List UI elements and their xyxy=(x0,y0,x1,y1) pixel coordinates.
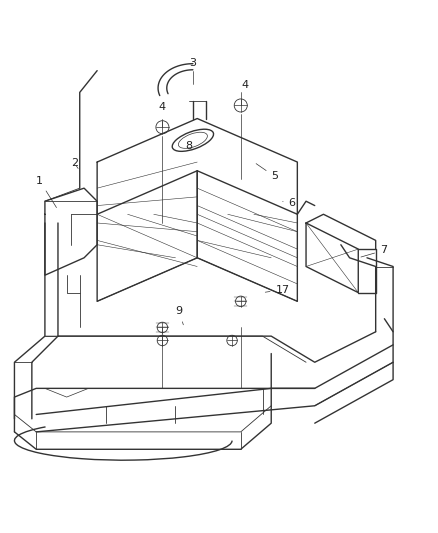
Text: 17: 17 xyxy=(265,285,290,295)
Text: 4: 4 xyxy=(241,80,249,90)
Text: 2: 2 xyxy=(71,158,78,168)
Text: 4: 4 xyxy=(159,102,166,112)
Text: 1: 1 xyxy=(36,176,57,207)
Text: 6: 6 xyxy=(283,198,296,207)
Text: 9: 9 xyxy=(176,306,184,325)
Text: 7: 7 xyxy=(361,245,387,257)
Text: 8: 8 xyxy=(185,141,192,151)
Text: 3: 3 xyxy=(189,58,196,68)
Text: 5: 5 xyxy=(256,164,278,181)
